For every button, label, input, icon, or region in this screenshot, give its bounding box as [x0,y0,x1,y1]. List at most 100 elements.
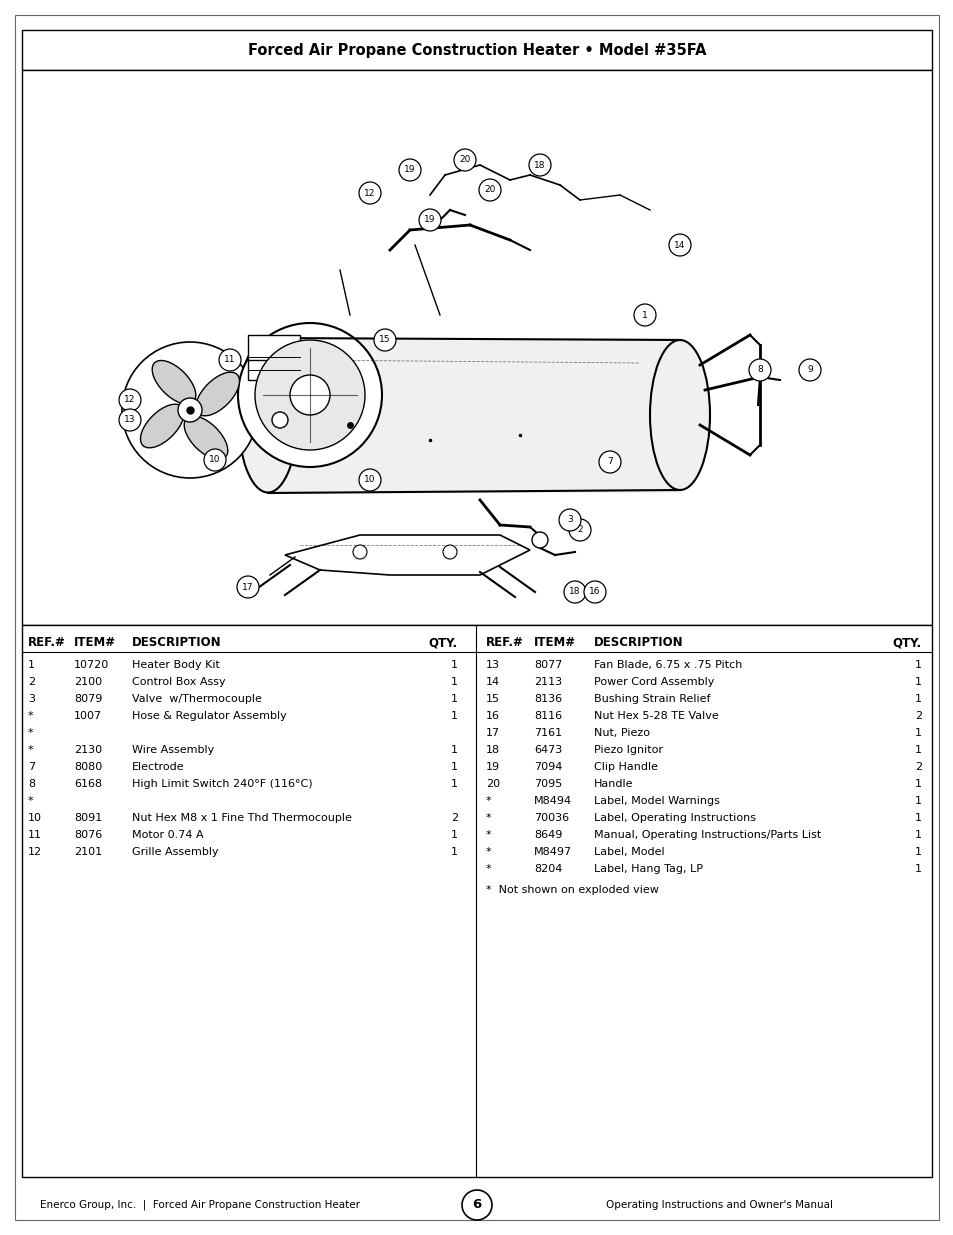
Text: *: * [485,813,491,823]
Text: *: * [485,864,491,874]
Text: 1: 1 [914,727,921,739]
Text: 1: 1 [451,694,457,704]
Text: 15: 15 [485,694,499,704]
Text: 8: 8 [757,366,762,374]
Circle shape [563,580,585,603]
Text: 1: 1 [914,864,921,874]
Circle shape [442,545,456,559]
Text: 1: 1 [914,830,921,840]
Text: Label, Model Warnings: Label, Model Warnings [594,797,720,806]
Text: 1: 1 [914,797,921,806]
Text: 18: 18 [485,745,499,755]
Text: 8076: 8076 [74,830,102,840]
Text: 8204: 8204 [534,864,561,874]
Text: Clip Handle: Clip Handle [594,762,658,772]
Text: 12: 12 [364,189,375,198]
Ellipse shape [140,404,184,448]
Text: DESCRIPTION: DESCRIPTION [594,636,683,650]
Text: Label, Operating Instructions: Label, Operating Instructions [594,813,755,823]
Circle shape [583,580,605,603]
Text: 12: 12 [124,395,135,405]
Text: *: * [28,727,33,739]
Text: 2130: 2130 [74,745,102,755]
Text: 20: 20 [484,185,496,194]
Circle shape [398,159,420,182]
Text: 16: 16 [485,711,499,721]
Text: 7094: 7094 [534,762,561,772]
Text: QTY.: QTY. [429,636,457,650]
Text: 11: 11 [224,356,235,364]
Text: Valve  w/Thermocouple: Valve w/Thermocouple [132,694,262,704]
Text: 6473: 6473 [534,745,561,755]
Text: 14: 14 [674,241,685,249]
Text: 1: 1 [451,711,457,721]
Ellipse shape [152,361,195,404]
Text: 1: 1 [451,779,457,789]
Circle shape [119,389,141,411]
Circle shape [598,451,620,473]
Text: 19: 19 [485,762,499,772]
Text: 3: 3 [566,515,572,525]
Text: 70036: 70036 [534,813,569,823]
Text: 8136: 8136 [534,694,561,704]
Text: 6: 6 [472,1198,481,1212]
Text: 19: 19 [404,165,416,174]
Bar [22,625,931,1177]
Text: 9: 9 [806,366,812,374]
Circle shape [219,350,241,370]
Text: *: * [28,797,33,806]
Circle shape [418,209,440,231]
Text: 7: 7 [28,762,35,772]
Circle shape [358,469,380,492]
Circle shape [532,532,547,548]
Text: 1: 1 [451,745,457,755]
Text: M8497: M8497 [534,847,572,857]
Text: 8116: 8116 [534,711,561,721]
Polygon shape [285,535,530,576]
Text: 3: 3 [28,694,35,704]
Ellipse shape [184,416,228,459]
Text: Manual, Operating Instructions/Parts List: Manual, Operating Instructions/Parts Lis… [594,830,821,840]
Text: Hose & Regulator Assembly: Hose & Regulator Assembly [132,711,287,721]
Circle shape [122,342,257,478]
Circle shape [237,324,381,467]
Text: Nut, Piezo: Nut, Piezo [594,727,649,739]
Circle shape [358,182,380,204]
Circle shape [461,1191,492,1220]
Text: 10: 10 [209,456,220,464]
Text: 13: 13 [124,415,135,425]
Text: 18: 18 [534,161,545,169]
Text: 6168: 6168 [74,779,102,789]
Circle shape [668,233,690,256]
Circle shape [568,519,590,541]
Text: 1: 1 [914,847,921,857]
Text: Control Box Assy: Control Box Assy [132,677,226,687]
Text: 1: 1 [451,659,457,671]
Text: 8080: 8080 [74,762,102,772]
Text: 20: 20 [485,779,499,789]
Text: 2: 2 [28,677,35,687]
Text: M8494: M8494 [534,797,572,806]
Circle shape [290,375,330,415]
Text: Wire Assembly: Wire Assembly [132,745,214,755]
Text: 8: 8 [28,779,35,789]
Text: ITEM#: ITEM# [74,636,116,650]
Circle shape [799,359,821,382]
Text: 19: 19 [424,215,436,225]
Bar [248,335,299,380]
Text: Forced Air Propane Construction Heater • Model #35FA: Forced Air Propane Construction Heater •… [248,42,705,58]
Circle shape [119,409,141,431]
Circle shape [204,450,226,471]
Circle shape [634,304,656,326]
Text: *  Not shown on exploded view: * Not shown on exploded view [485,885,659,895]
Ellipse shape [195,372,239,416]
Text: 1: 1 [451,762,457,772]
Text: Handle: Handle [594,779,633,789]
Text: 1: 1 [914,677,921,687]
Text: REF.#: REF.# [485,636,523,650]
Text: 1: 1 [914,813,921,823]
Text: 1: 1 [28,659,35,671]
Text: Grille Assembly: Grille Assembly [132,847,218,857]
Text: 2: 2 [451,813,457,823]
Text: 1: 1 [914,745,921,755]
